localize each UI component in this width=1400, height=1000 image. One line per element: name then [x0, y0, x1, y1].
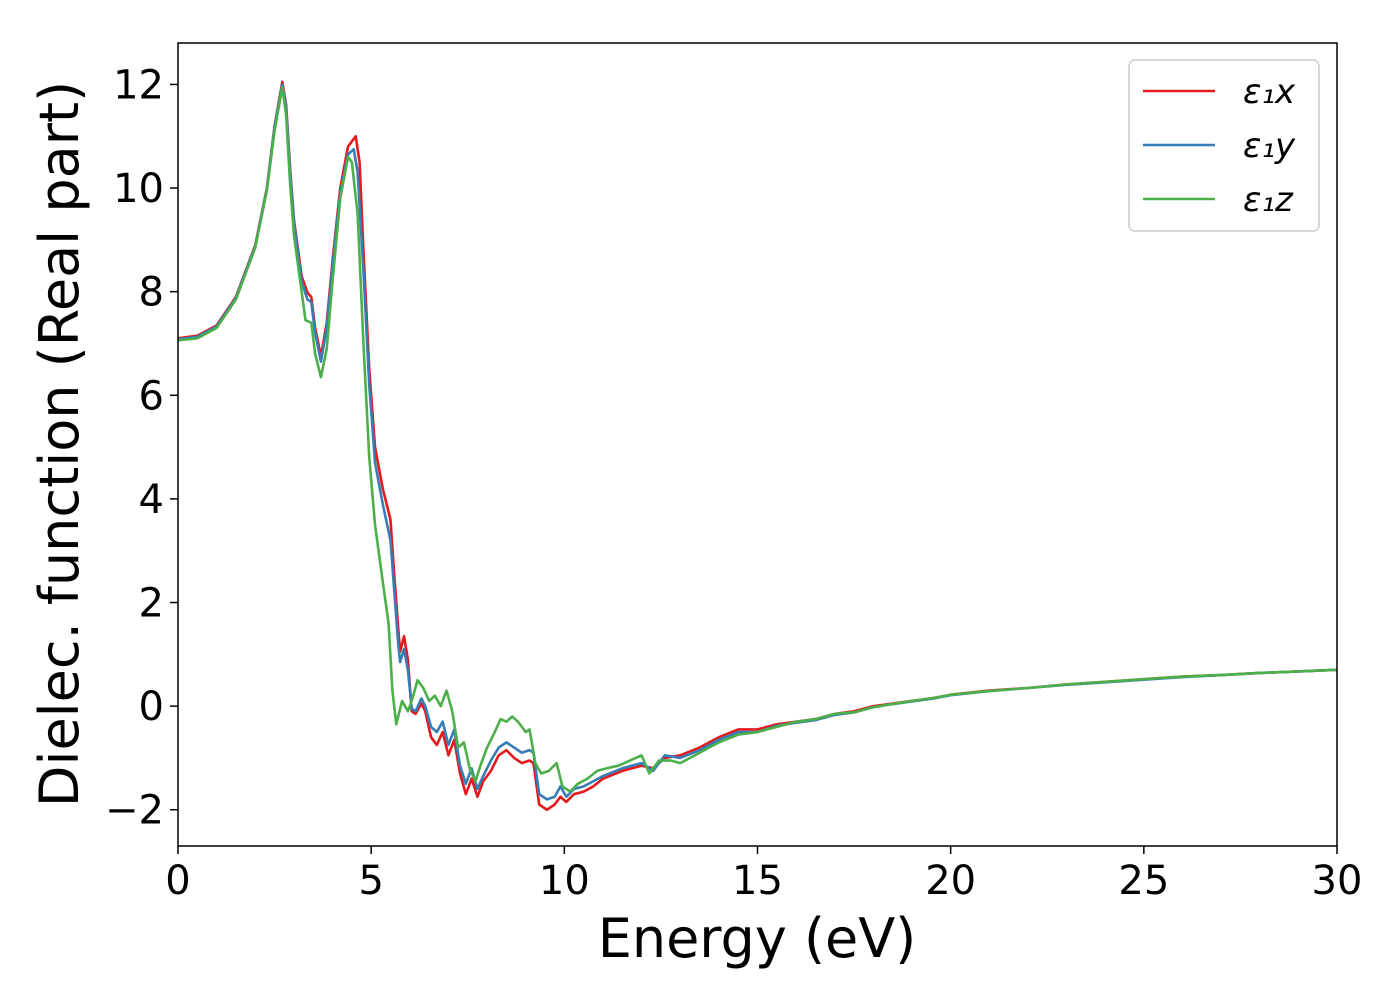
- x-axis: 0 5 10 15 20 25 30: [165, 846, 1362, 904]
- y-tick-label: −2: [105, 788, 164, 834]
- y-axis: −2 0 2 4 6 8 10 12: [105, 62, 178, 834]
- y-tick-label: 0: [139, 684, 164, 730]
- legend-label: ε₁z: [1243, 180, 1294, 220]
- y-tick-label: 4: [139, 477, 164, 523]
- y-tick-label: 10: [113, 166, 164, 212]
- x-tick-label: 0: [165, 858, 190, 904]
- series-line-3: [178, 85, 1337, 793]
- legend-box: [1128, 59, 1320, 232]
- series-layer: [178, 80, 1337, 812]
- x-tick-label: 20: [925, 858, 976, 904]
- x-axis-label: Energy (eV): [598, 907, 917, 970]
- y-tick-label: 2: [139, 581, 164, 627]
- y-tick-label: 12: [113, 62, 164, 108]
- y-axis-label: Dielec. function (Real part): [28, 81, 91, 807]
- y-tick-label: 6: [139, 373, 164, 419]
- x-tick-label: 15: [732, 858, 783, 904]
- y-tick-label: 8: [139, 270, 164, 316]
- x-tick-label: 5: [358, 858, 383, 904]
- x-tick-label: 30: [1312, 858, 1363, 904]
- legend-label: ε₁y: [1243, 126, 1296, 166]
- x-tick-label: 25: [1118, 858, 1169, 904]
- legend-label: ε₁x: [1243, 72, 1296, 112]
- legend: ε₁x ε₁y ε₁z: [1128, 59, 1320, 232]
- x-tick-label: 10: [539, 858, 590, 904]
